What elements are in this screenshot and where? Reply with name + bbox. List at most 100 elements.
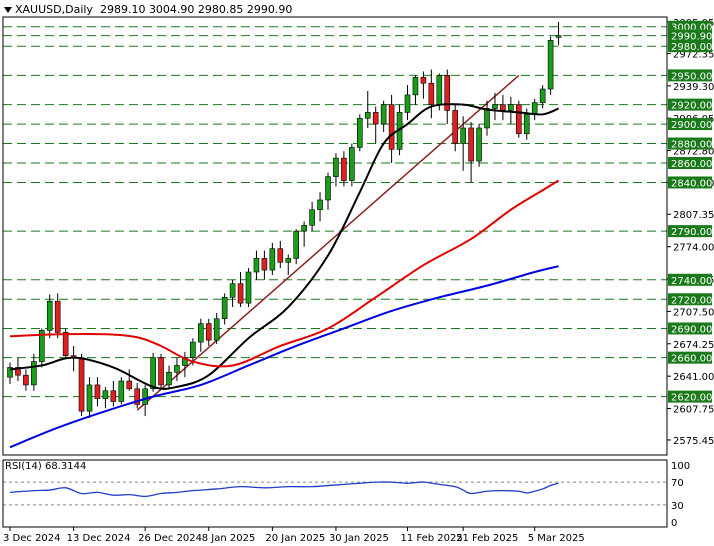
level-label-box (668, 137, 712, 150)
rsi-pane-frame (2, 459, 668, 528)
candle-body (205, 323, 212, 341)
candlesticks (7, 21, 562, 419)
level-label-box (668, 40, 712, 53)
trendline-layer (136, 74, 520, 411)
price-tick-label: 2872.80 (673, 147, 714, 158)
candle-body (62, 332, 69, 357)
candle-body (404, 94, 411, 113)
time-tick-label: 13 Dec 2024 (67, 533, 131, 544)
level-label-box (668, 157, 712, 169)
moving-average-line (9, 179, 560, 368)
candle-body (253, 258, 260, 273)
price-tick-label: 2972.35 (673, 50, 714, 61)
candle-body (484, 108, 490, 129)
time-axis: 3 Dec 2024 13 Dec 2024 26 Dec 2024 8 Jan 20… (3, 527, 585, 544)
chart-header: XAUUSD,Daily 2989.10 3004.90 2980.85 299… (4, 3, 292, 16)
level-label-box (668, 293, 712, 306)
candle-body (460, 127, 466, 144)
candle-body (269, 248, 276, 271)
candle-body (539, 88, 546, 103)
candle-body (412, 77, 419, 96)
candle-body (15, 367, 21, 376)
level-lines (3, 26, 667, 398)
candle-body (277, 248, 284, 263)
level-label: 2620.00 (671, 393, 712, 404)
price-tick-label: 2939.30 (673, 82, 714, 93)
moving-average-line (9, 265, 559, 449)
level-label-box (668, 69, 712, 82)
candle-body (420, 77, 427, 84)
rsi-tick-label: 70 (671, 478, 684, 489)
candle-body (356, 117, 363, 148)
time-tick-label: 26 Dec 2024 (138, 533, 202, 544)
candle-body (468, 127, 474, 162)
time-tick-label: 3 Dec 2024 (3, 533, 61, 544)
level-label: 3000.00 (671, 23, 712, 34)
dropdown-triangle-icon[interactable] (4, 7, 12, 13)
price-pane-frame (2, 16, 668, 456)
price-tick-label: 2674.25 (673, 340, 714, 351)
time-tick-label: 30 Jan 2025 (329, 533, 389, 544)
candle-body (23, 374, 29, 386)
level-label-box (668, 176, 712, 189)
rsi-tick-label: 30 (671, 501, 684, 512)
candle-body (118, 380, 125, 402)
candle-body (293, 230, 300, 259)
candle-body (500, 104, 506, 111)
candle-body (134, 388, 140, 405)
level-label-box (668, 322, 712, 335)
candle-body (436, 75, 443, 105)
candle-body (476, 127, 482, 162)
moving-averages (9, 103, 560, 449)
candle-body (380, 104, 387, 125)
candle-body (333, 157, 339, 177)
level-label: 2920.00 (671, 101, 712, 112)
ohlc-readout: 2989.10 3004.90 2980.85 2990.90 (99, 3, 293, 16)
level-label-box (668, 225, 712, 238)
candle-body (444, 75, 451, 111)
candle-body (150, 357, 156, 390)
level-label: 2900.00 (671, 120, 712, 131)
level-label: 2690.00 (671, 324, 712, 335)
level-label: 2860.00 (671, 159, 712, 170)
level-label: 2980.00 (671, 42, 712, 53)
candle-body (341, 157, 347, 181)
candle-body (285, 258, 292, 263)
candle-body (523, 114, 530, 135)
candle-body (547, 40, 554, 90)
candle-body (158, 357, 164, 386)
time-tick-label: 5 Mar 2025 (528, 533, 585, 544)
candle-body (428, 82, 435, 105)
price-tick-label: 2774.00 (673, 243, 714, 254)
candle-body (301, 224, 307, 232)
level-label-box (668, 98, 712, 111)
candle-body (94, 384, 101, 399)
time-tick-label: 8 Jan 2025 (202, 533, 256, 544)
candle-body (46, 300, 53, 331)
level-label: 2840.00 (671, 178, 712, 189)
price-tick-label: 2641.00 (673, 372, 714, 383)
price-axis: 3005.052972.352939.302906.052872.802840.… (667, 18, 714, 447)
candle-body (452, 110, 459, 144)
level-label: 2990.90 (671, 32, 712, 43)
price-tick-label: 2707.50 (673, 307, 714, 318)
time-tick-label: 20 Jan 2025 (265, 533, 325, 544)
level-label-box (668, 118, 712, 131)
level-label-box (668, 351, 712, 364)
candle-body (261, 258, 268, 271)
level-label: 2720.00 (671, 295, 712, 306)
candle-body (325, 176, 331, 201)
candle-body (364, 112, 371, 119)
candle-body (213, 318, 220, 341)
rsi-title: RSI(14) 68.3144 (5, 461, 87, 472)
candle-body (515, 104, 522, 135)
level-label-box (668, 390, 712, 403)
level-label: 2660.00 (671, 354, 712, 365)
time-tick-label: 11 Feb 2025 (401, 533, 463, 544)
trendline (136, 74, 520, 411)
level-label: 2950.00 (671, 71, 712, 82)
candle-body (349, 147, 355, 181)
candle-body (492, 104, 498, 109)
candle-body (7, 367, 13, 378)
